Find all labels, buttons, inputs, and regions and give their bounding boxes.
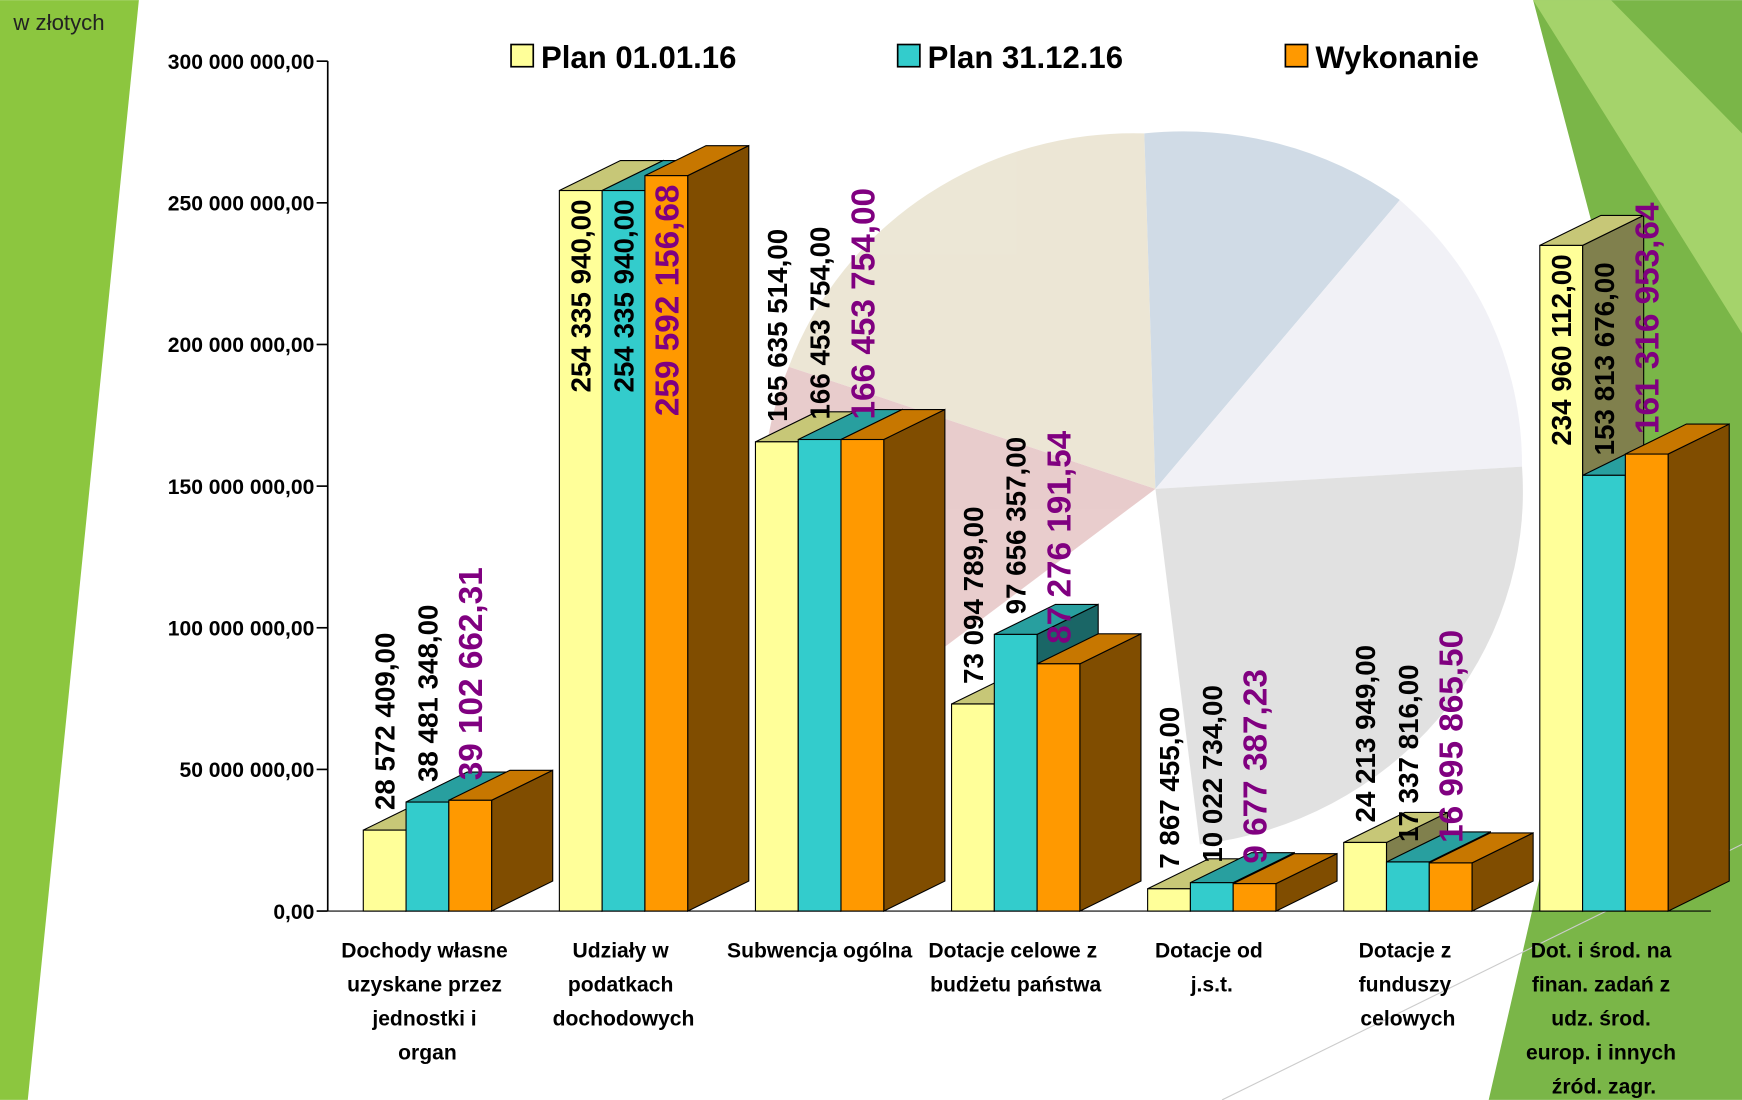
background-stripe (1533, 0, 1742, 334)
y-tick-label: 250 000 000,00 (168, 193, 315, 216)
x-tick-label: Dotacje celowe z budżetu państwa (928, 940, 1103, 997)
value-label: 153 813 676,00 (1589, 262, 1620, 455)
legend-label: Plan 01.01.16 (541, 40, 736, 75)
value-label: 38 481 348,00 (412, 604, 443, 782)
value-label: 10 022 734,00 (1197, 685, 1228, 863)
value-label: 16 995 865,50 (1434, 630, 1471, 843)
bar (1385, 861, 1430, 912)
bar (1624, 453, 1669, 912)
legend-swatch (896, 43, 921, 68)
bar-side (883, 408, 946, 912)
value-label: 254 335 940,00 (609, 199, 640, 392)
bar (644, 175, 689, 912)
bar (1343, 841, 1388, 912)
x-tick-label: Udziały w podatkach dochodowych (553, 940, 695, 1031)
bar (448, 799, 493, 912)
value-label: 73 094 789,00 (958, 506, 989, 684)
bar (1428, 862, 1473, 912)
bar (405, 801, 450, 912)
x-tick-label: Dochody własne uzyskane przez jednostki … (341, 940, 513, 1065)
legend-swatch (1284, 43, 1309, 68)
value-label: 234 960 112,00 (1546, 254, 1577, 445)
bar (754, 441, 799, 912)
value-label: 28 572 409,00 (370, 633, 401, 811)
background-pie (762, 131, 1523, 845)
bar (1189, 882, 1234, 912)
unit-label: w złotych (12, 10, 104, 35)
value-label: 97 656 357,00 (1001, 437, 1032, 615)
value-label: 7 867 455,00 (1154, 707, 1185, 869)
y-tick-label: 50 000 000,00 (179, 759, 314, 782)
value-label: 87 276 191,54 (1041, 430, 1078, 644)
legend-label: Wykonanie (1315, 40, 1479, 75)
background-stripe (0, 0, 139, 1100)
value-label: 165 635 514,00 (762, 229, 793, 422)
bar (1582, 474, 1626, 912)
x-tick-label: Subwencja ogólna (727, 940, 912, 963)
bar (797, 438, 842, 912)
bar (840, 438, 885, 912)
bar (1232, 883, 1277, 912)
legend-label: Plan 31.12.16 (928, 40, 1123, 75)
bar (362, 829, 407, 912)
y-tick-label: 150 000 000,00 (168, 476, 315, 499)
value-label: 161 316 953,64 (1630, 202, 1667, 434)
y-tick-label: 100 000 000,00 (168, 618, 315, 641)
bar (950, 703, 995, 912)
value-label: 24 213 949,00 (1350, 645, 1381, 823)
bar (1036, 663, 1081, 912)
value-label: 254 335 940,00 (566, 199, 597, 392)
x-tick-label: Dot. i środ. na finan. zadań z udz. środ… (1526, 940, 1682, 1099)
bar (993, 633, 1038, 912)
bar-side (687, 144, 750, 912)
x-tick-label: Dotacje z funduszy celowych (1359, 940, 1457, 1031)
legend-swatch (510, 43, 535, 68)
y-tick-label: 0,00 (273, 901, 314, 924)
y-tick-label: 300 000 000,00 (168, 51, 315, 74)
y-tick-label: 200 000 000,00 (168, 334, 315, 357)
bar-side (1079, 632, 1142, 912)
value-label: 259 592 156,68 (649, 185, 686, 417)
value-label: 17 337 816,00 (1393, 664, 1424, 842)
x-tick-label: Dotacje od j.s.t. (1155, 940, 1269, 997)
value-label: 39 102 662,31 (453, 567, 490, 780)
bar (601, 189, 646, 912)
value-label: 166 453 754,00 (805, 226, 836, 419)
bar (1147, 888, 1191, 912)
bar (1539, 244, 1584, 912)
value-label: 9 677 387,23 (1238, 669, 1275, 864)
bar-side (1667, 423, 1730, 912)
value-label: 166 453 754,00 (845, 188, 882, 420)
